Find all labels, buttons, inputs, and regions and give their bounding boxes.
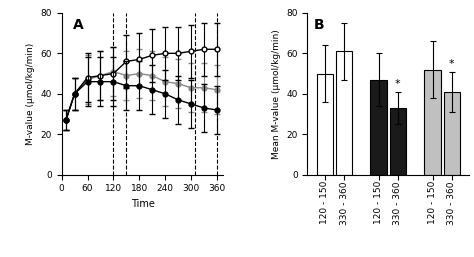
Text: B: B	[314, 18, 325, 32]
Bar	[424, 70, 441, 175]
Bar	[444, 92, 460, 175]
Bar	[317, 74, 333, 175]
Bar	[336, 51, 352, 175]
Bar	[371, 80, 387, 175]
Y-axis label: M-value (µmol/kg/min): M-value (µmol/kg/min)	[26, 43, 35, 145]
X-axis label: Time: Time	[130, 199, 155, 209]
Text: *: *	[449, 59, 455, 69]
Bar	[390, 108, 406, 175]
Text: A: A	[73, 18, 84, 32]
Y-axis label: Mean M-value (µmol/kg/min): Mean M-value (µmol/kg/min)	[272, 29, 281, 159]
Text: *: *	[395, 79, 401, 89]
